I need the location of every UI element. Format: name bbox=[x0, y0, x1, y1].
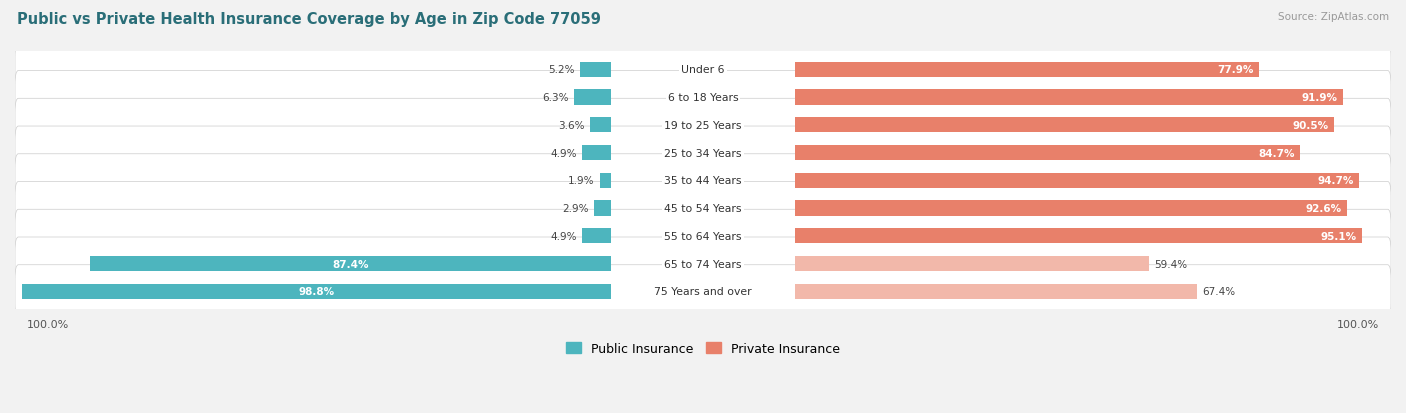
Bar bbox=[593, 201, 612, 216]
Text: 45 to 54 Years: 45 to 54 Years bbox=[664, 204, 742, 214]
FancyBboxPatch shape bbox=[15, 44, 1391, 97]
Text: 35 to 44 Years: 35 to 44 Years bbox=[664, 176, 742, 186]
FancyBboxPatch shape bbox=[15, 210, 1391, 263]
Text: 87.4%: 87.4% bbox=[332, 259, 368, 269]
Bar bbox=[794, 62, 1260, 78]
FancyBboxPatch shape bbox=[15, 99, 1391, 152]
Bar bbox=[794, 118, 1334, 133]
Bar bbox=[574, 90, 612, 105]
Bar bbox=[794, 173, 1360, 188]
Text: 91.9%: 91.9% bbox=[1302, 93, 1337, 103]
Text: 59.4%: 59.4% bbox=[1154, 259, 1187, 269]
Bar bbox=[600, 173, 612, 188]
Bar bbox=[581, 62, 612, 78]
Text: 75 Years and over: 75 Years and over bbox=[654, 287, 752, 297]
Text: 67.4%: 67.4% bbox=[1202, 287, 1234, 297]
Text: 2.9%: 2.9% bbox=[562, 204, 589, 214]
Text: 55 to 64 Years: 55 to 64 Years bbox=[664, 231, 742, 241]
Text: 90.5%: 90.5% bbox=[1294, 121, 1329, 131]
Text: 65 to 74 Years: 65 to 74 Years bbox=[664, 259, 742, 269]
Bar bbox=[794, 145, 1299, 161]
Bar bbox=[794, 201, 1347, 216]
FancyBboxPatch shape bbox=[15, 237, 1391, 290]
Bar bbox=[794, 284, 1197, 299]
Text: 6.3%: 6.3% bbox=[541, 93, 568, 103]
Text: 94.7%: 94.7% bbox=[1317, 176, 1354, 186]
Text: 3.6%: 3.6% bbox=[558, 121, 585, 131]
Text: 92.6%: 92.6% bbox=[1306, 204, 1341, 214]
Text: 4.9%: 4.9% bbox=[550, 148, 576, 158]
Text: Under 6: Under 6 bbox=[682, 65, 724, 75]
Text: Source: ZipAtlas.com: Source: ZipAtlas.com bbox=[1278, 12, 1389, 22]
Text: 4.9%: 4.9% bbox=[550, 231, 576, 241]
FancyBboxPatch shape bbox=[15, 71, 1391, 124]
Bar bbox=[22, 284, 612, 299]
Text: 95.1%: 95.1% bbox=[1320, 231, 1357, 241]
Legend: Public Insurance, Private Insurance: Public Insurance, Private Insurance bbox=[561, 337, 845, 360]
Text: 77.9%: 77.9% bbox=[1218, 65, 1254, 75]
Text: Public vs Private Health Insurance Coverage by Age in Zip Code 77059: Public vs Private Health Insurance Cover… bbox=[17, 12, 600, 27]
FancyBboxPatch shape bbox=[15, 154, 1391, 207]
FancyBboxPatch shape bbox=[15, 127, 1391, 180]
Text: 5.2%: 5.2% bbox=[548, 65, 575, 75]
Text: 6 to 18 Years: 6 to 18 Years bbox=[668, 93, 738, 103]
Bar bbox=[794, 256, 1149, 271]
Text: 1.9%: 1.9% bbox=[568, 176, 595, 186]
FancyBboxPatch shape bbox=[15, 265, 1391, 318]
Bar bbox=[582, 228, 612, 244]
Text: 25 to 34 Years: 25 to 34 Years bbox=[664, 148, 742, 158]
Bar bbox=[589, 118, 612, 133]
Bar bbox=[794, 90, 1343, 105]
Bar bbox=[582, 145, 612, 161]
FancyBboxPatch shape bbox=[15, 182, 1391, 235]
Text: 84.7%: 84.7% bbox=[1258, 148, 1295, 158]
Text: 19 to 25 Years: 19 to 25 Years bbox=[664, 121, 742, 131]
Bar bbox=[794, 228, 1362, 244]
Bar bbox=[90, 256, 612, 271]
Text: 98.8%: 98.8% bbox=[298, 287, 335, 297]
